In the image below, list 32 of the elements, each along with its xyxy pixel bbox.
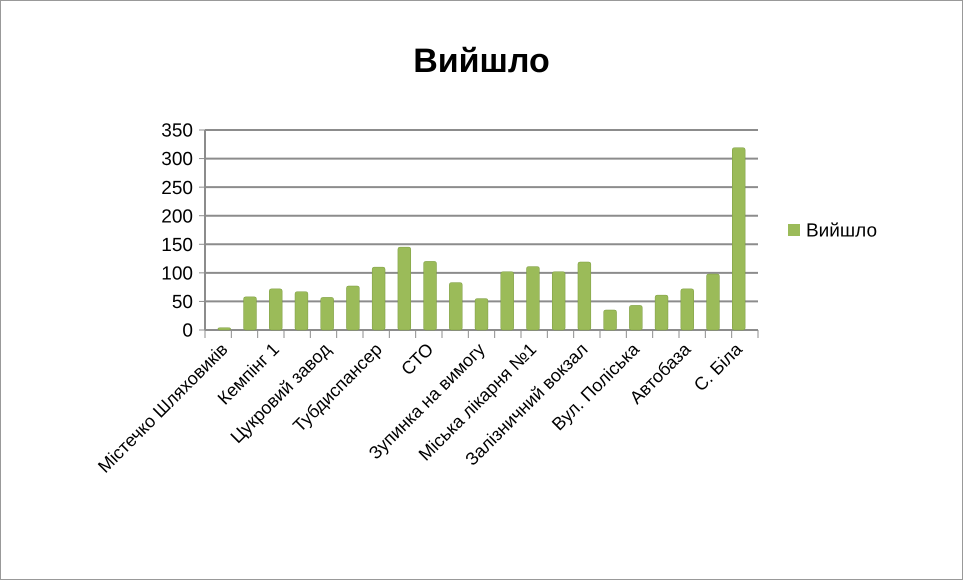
bar [449,282,462,330]
bar [423,261,437,330]
y-tick-label: 200 [161,206,193,228]
y-tick-label: 150 [161,234,193,256]
bar [500,271,514,330]
bar [218,327,231,330]
bar [526,266,540,330]
bar [243,296,257,330]
y-tick-label: 100 [161,264,193,285]
y-tick-label: 350 [161,120,193,142]
y-tick-label: 0 [182,320,193,342]
y-tick-label: 300 [161,149,193,170]
bar [706,274,720,330]
legend-label: Вийшло [806,220,878,242]
x-tick-label: СТО [397,339,438,380]
y-tick-label: 50 [172,292,193,314]
bar [578,262,592,330]
bar [629,305,643,330]
bar [269,288,282,330]
chart-title: Вийшло [413,42,550,80]
bar [372,266,386,330]
bar [603,310,617,330]
y-tick-label: 250 [161,178,193,199]
bar [680,288,694,330]
bar [346,286,360,330]
bar [552,271,566,330]
bar [398,246,412,330]
bar [654,294,668,330]
bar [732,147,746,330]
bar [320,297,334,330]
bar [474,298,488,330]
bar [294,291,308,330]
